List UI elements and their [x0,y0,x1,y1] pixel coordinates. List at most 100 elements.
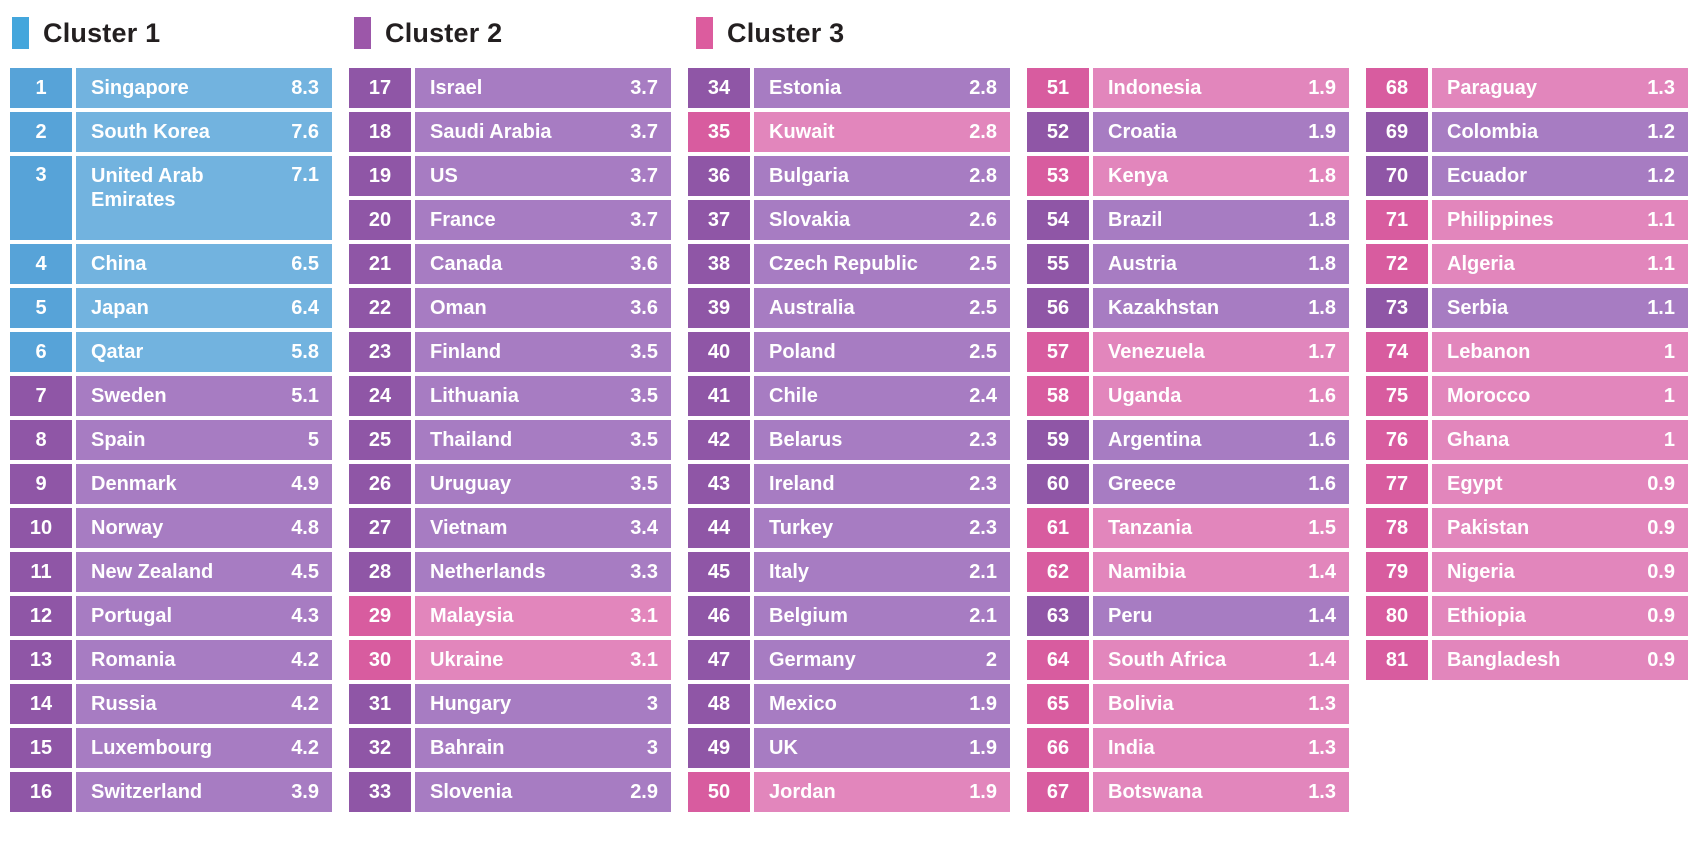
country-cell: Hungary 3 [415,684,671,724]
score-value: 1 [1663,384,1675,407]
country-cell: Philippines 1.1 [1432,200,1688,240]
country-name: Israel [430,77,483,99]
rank-cell: 49 [688,728,750,768]
score-value: 2.3 [969,472,997,495]
table-row: 79 Nigeria 0.9 [1366,552,1688,592]
country-cell: Indonesia 1.9 [1093,68,1349,108]
country-name: Saudi Arabia [430,121,552,143]
score-value: 1.8 [1308,252,1336,275]
country-name: Chile [769,385,818,407]
rank-cell: 4 [10,244,72,284]
legend-label: Cluster 1 [43,17,161,48]
country-name: Belgium [769,605,848,627]
rank-cell: 77 [1366,464,1428,504]
table-row: 42 Belarus 2.3 [688,420,1010,460]
rank-cell: 24 [349,376,411,416]
cluster2-swatch [354,17,371,49]
country-cell: Sweden 5.1 [76,376,332,416]
country-cell: Peru 1.4 [1093,596,1349,636]
rank-cell: 62 [1027,552,1089,592]
score-value: 1.2 [1647,164,1675,187]
table-column: 68 Paraguay 1.3 69 Colombia 1.2 70 Ecuador 1.2 71… [1366,68,1688,680]
table-row: 44 Turkey 2.3 [688,508,1010,548]
country-name: Thailand [430,429,513,451]
rank-cell: 9 [10,464,72,504]
score-value: 4.2 [291,736,319,759]
country-name: Vietnam [430,517,508,539]
rank-cell: 64 [1027,640,1089,680]
country-cell: Chile 2.4 [754,376,1010,416]
table-row: 23 Finland 3.5 [349,332,671,372]
country-cell: Lithuania 3.5 [415,376,671,416]
country-name: Austria [1108,253,1177,275]
table-row: 4 China 6.5 [10,244,332,284]
table-row: 15 Luxembourg 4.2 [10,728,332,768]
rank-cell: 57 [1027,332,1089,372]
country-cell: Pakistan 0.9 [1432,508,1688,548]
score-value: 1.3 [1308,780,1336,803]
cluster1-swatch [12,17,29,49]
score-value: 1.7 [1308,340,1336,363]
cluster3-swatch [696,17,713,49]
country-name: Ireland [769,473,835,495]
table-row: 80 Ethiopia 0.9 [1366,596,1688,636]
score-value: 1.3 [1647,76,1675,99]
score-value: 3.3 [630,560,658,583]
score-value: 2.1 [969,560,997,583]
score-value: 4.2 [291,648,319,671]
country-cell: Belarus 2.3 [754,420,1010,460]
score-value: 3.7 [630,164,658,187]
rank-cell: 53 [1027,156,1089,196]
rank-cell: 54 [1027,200,1089,240]
score-value: 3.6 [630,252,658,275]
rank-cell: 32 [349,728,411,768]
country-cell: Belgium 2.1 [754,596,1010,636]
rank-cell: 52 [1027,112,1089,152]
table-row: 7 Sweden 5.1 [10,376,332,416]
rank-cell: 8 [10,420,72,460]
score-value: 3.5 [630,428,658,451]
country-name: Paraguay [1447,77,1538,99]
score-value: 3.7 [630,208,658,231]
table-row: 60 Greece 1.6 [1027,464,1349,504]
country-name: Lebanon [1447,341,1531,363]
table-row: 5 Japan 6.4 [10,288,332,328]
country-name: India [1108,737,1155,759]
rank-cell: 37 [688,200,750,240]
country-name: Netherlands [430,561,546,583]
country-cell: Greece 1.6 [1093,464,1349,504]
country-cell: Mexico 1.9 [754,684,1010,724]
country-name: Lithuania [430,385,519,407]
rank-cell: 29 [349,596,411,636]
table-row: 81 Bangladesh 0.9 [1366,640,1688,680]
rank-cell: 10 [10,508,72,548]
score-value: 1.4 [1308,648,1336,671]
country-name: US [430,165,458,187]
score-value: 1.1 [1647,252,1675,275]
country-name: Indonesia [1108,77,1202,99]
country-name: Estonia [769,77,842,99]
country-cell: Ghana 1 [1432,420,1688,460]
rank-cell: 42 [688,420,750,460]
country-cell: Morocco 1 [1432,376,1688,416]
legend-item-cluster1: Cluster 1 [12,17,354,49]
table-row: 67 Botswana 1.3 [1027,772,1349,812]
score-value: 1.6 [1308,472,1336,495]
table-row: 39 Australia 2.5 [688,288,1010,328]
table-row: 72 Algeria 1.1 [1366,244,1688,284]
country-cell: Czech Republic 2.5 [754,244,1010,284]
rank-cell: 73 [1366,288,1428,328]
country-cell: Canada 3.6 [415,244,671,284]
rank-cell: 75 [1366,376,1428,416]
country-cell: Bahrain 3 [415,728,671,768]
country-cell: Qatar 5.8 [76,332,332,372]
country-name: Nigeria [1447,561,1515,583]
country-name: Tanzania [1108,517,1193,539]
table-row: 38 Czech Republic 2.5 [688,244,1010,284]
legend: Cluster 1 Cluster 2 Cluster 3 [12,14,1691,52]
rank-cell: 38 [688,244,750,284]
score-value: 0.9 [1647,516,1675,539]
rank-cell: 16 [10,772,72,812]
rank-cell: 71 [1366,200,1428,240]
